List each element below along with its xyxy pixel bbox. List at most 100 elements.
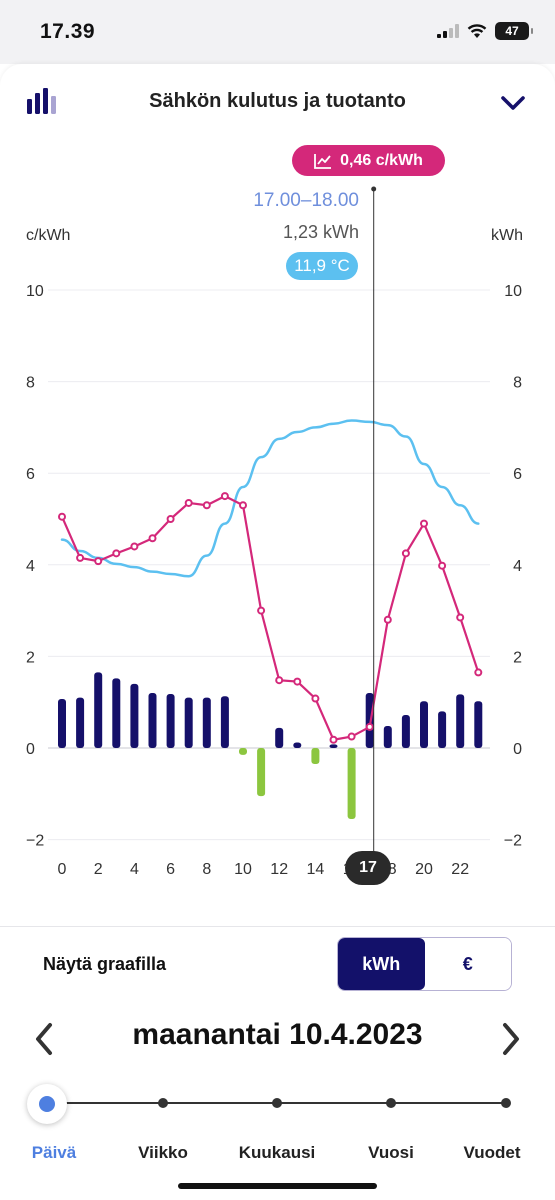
- wifi-icon: [467, 23, 487, 38]
- selected-energy: 1,23 kWh: [282, 222, 359, 242]
- selected-time-range: 17.00–18.00: [253, 190, 359, 211]
- x-tick-label: 8: [202, 861, 211, 878]
- consumption-bar: [401, 715, 410, 748]
- x-tick-label: 10: [234, 861, 252, 878]
- y-tick-label-left: 6: [26, 466, 35, 483]
- y-tick-label-right: −2: [504, 833, 522, 850]
- consumption-bar: [184, 697, 193, 748]
- x-tick-label: 12: [270, 861, 288, 878]
- slider-stop-month[interactable]: [272, 1098, 282, 1108]
- consumption-bar: [130, 683, 139, 748]
- price-point: [76, 553, 85, 562]
- selection-line-top-dot: [371, 186, 377, 192]
- bottom-sheet: [0, 64, 555, 1200]
- y-tick-label-right: 0: [513, 741, 522, 758]
- chevron-right-icon[interactable]: [501, 1022, 521, 1056]
- y-tick-label-right: 2: [513, 649, 522, 666]
- y-tick-label-right: 8: [513, 375, 522, 392]
- right-axis-unit: kWh: [491, 227, 523, 244]
- consumption-bar: [94, 672, 103, 748]
- period-years[interactable]: Vuodet: [463, 1143, 521, 1162]
- date-label: maanantai 10.4.2023: [132, 1018, 423, 1051]
- period-slider-handle[interactable]: [27, 1084, 67, 1124]
- price-point: [365, 722, 374, 731]
- x-tick-label: 6: [166, 861, 175, 878]
- left-axis-unit: c/kWh: [26, 227, 71, 244]
- y-tick-label-left: 0: [26, 741, 35, 758]
- consumption-bar: [293, 742, 302, 748]
- price-point: [239, 501, 247, 510]
- consumption-bar: [257, 748, 266, 797]
- x-tick-label: 20: [415, 861, 433, 878]
- y-tick-label-right: 4: [513, 558, 522, 575]
- price-point: [275, 676, 284, 685]
- period-week[interactable]: Viikko: [138, 1143, 188, 1162]
- status-icons: 47: [437, 22, 533, 40]
- price-point: [293, 677, 302, 686]
- price-point: [401, 549, 410, 558]
- y-tick-label-left: 10: [26, 283, 44, 300]
- consumption-bar: [383, 726, 392, 748]
- status-bar: 17.39 47: [0, 0, 555, 64]
- consumption-bar: [148, 693, 157, 748]
- consumption-bar: [58, 698, 66, 748]
- price-value: 0,46 c/kWh: [340, 151, 423, 169]
- price-point: [202, 501, 211, 510]
- consumption-bar: [202, 697, 211, 748]
- y-tick-label-right: 10: [504, 283, 522, 300]
- page-title: Sähkön kulutus ja tuotanto: [149, 90, 406, 112]
- x-tick-label: 22: [451, 861, 469, 878]
- slider-stop-years[interactable]: [501, 1098, 511, 1108]
- consumption-bar: [456, 694, 465, 748]
- price-point: [347, 732, 356, 741]
- price-point: [383, 615, 392, 624]
- selected-hour-marker[interactable]: 17: [345, 851, 391, 885]
- period-month[interactable]: Kuukausi: [238, 1143, 316, 1162]
- chevron-left-icon[interactable]: [34, 1022, 54, 1056]
- bar-chart-icon[interactable]: [26, 88, 58, 114]
- slider-stop-week[interactable]: [158, 1098, 168, 1108]
- show-on-chart-label: Näytä graafilla: [43, 954, 167, 974]
- home-indicator: [178, 1183, 377, 1189]
- consumption-bar: [166, 693, 175, 748]
- price-point: [311, 694, 320, 703]
- price-point: [148, 534, 157, 543]
- line-chart-icon: [314, 153, 332, 169]
- consumption-bar: [112, 678, 121, 748]
- price-badge: 0,46 c/kWh: [292, 145, 445, 176]
- price-point: [438, 561, 447, 570]
- period-year[interactable]: Vuosi: [368, 1143, 414, 1162]
- price-point: [184, 498, 193, 507]
- unit-toggle[interactable]: kWh €: [337, 937, 512, 991]
- price-point: [94, 557, 103, 566]
- price-point: [474, 668, 483, 677]
- toggle-euro-button[interactable]: €: [424, 938, 511, 990]
- toggle-kwh-button[interactable]: kWh: [338, 938, 425, 990]
- consumption-bar: [311, 748, 320, 765]
- y-tick-label-left: 8: [26, 375, 35, 392]
- period-day[interactable]: Päivä: [31, 1143, 77, 1162]
- price-line: [60, 495, 480, 741]
- price-point: [420, 519, 428, 528]
- temperature-line: [60, 419, 480, 578]
- consumption-bar: [239, 748, 247, 755]
- x-tick-label: 4: [130, 861, 139, 878]
- consumption-bar: [329, 744, 338, 748]
- slider-stop-year[interactable]: [386, 1098, 396, 1108]
- price-point: [257, 606, 266, 615]
- price-point: [166, 515, 175, 523]
- price-point: [456, 613, 465, 622]
- price-point: [58, 512, 66, 521]
- y-tick-label-right: 6: [513, 466, 522, 483]
- consumption-bar: [420, 701, 428, 748]
- x-tick-label: 0: [58, 861, 67, 878]
- x-tick-label: 14: [307, 861, 325, 878]
- divider: [0, 926, 555, 927]
- consumption-bar: [347, 748, 356, 819]
- price-point: [112, 549, 121, 558]
- x-tick-label: 2: [94, 861, 103, 878]
- consumption-bar: [275, 727, 284, 748]
- y-tick-label-left: 4: [26, 558, 35, 575]
- chevron-down-icon[interactable]: [499, 93, 527, 113]
